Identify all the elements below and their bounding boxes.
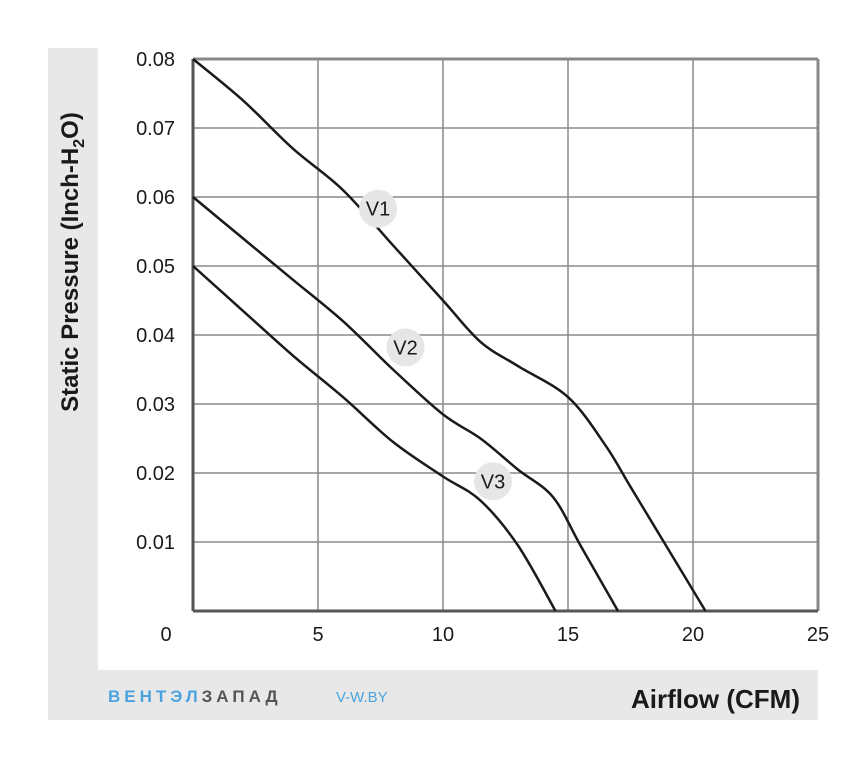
y-axis-title-end: O) (57, 112, 84, 139)
x-tick-label: 20 (682, 624, 704, 646)
x-axis-title: Airflow (CFM) (631, 684, 800, 714)
series-label-badge-v1 (359, 189, 397, 228)
series-label-badge-v2 (386, 328, 425, 367)
x-tick-label: 0 (160, 624, 171, 646)
y-axis-title: Static Pressure (Inch-H2O) (57, 112, 88, 412)
brand-site: V-W.BY (336, 689, 388, 706)
series-line-v1 (192, 58, 707, 612)
x-tick-labels: 0 5 10 15 20 25 (160, 624, 829, 646)
y-tick-label: 0.06 (136, 187, 175, 209)
brand-part-2: ЗАПАД (202, 687, 282, 706)
y-tick-label: 0.05 (136, 256, 175, 278)
series-label-v1: V1 (366, 199, 390, 221)
y-axis-title-sub: 2 (71, 139, 88, 148)
brand-part-1: ВЕНТЭЛ (108, 687, 202, 706)
y-tick-label: 0.02 (136, 463, 175, 485)
y-tick-labels: 0.01 0.02 0.03 0.04 0.05 0.06 0.07 0.08 (136, 49, 175, 554)
y-axis-title-main: Static Pressure (Inch-H (57, 148, 84, 412)
series-labels: V1 V2 V3 (359, 189, 512, 501)
x-tick-label: 5 (312, 624, 323, 646)
series-label-v2: V2 (393, 337, 417, 359)
x-tick-label: 10 (432, 624, 454, 646)
y-tick-label: 0.08 (136, 49, 175, 71)
series-label-v3: V3 (481, 471, 505, 493)
left-band (48, 48, 98, 720)
grid (191, 57, 820, 613)
y-tick-label: 0.04 (136, 325, 175, 347)
y-tick-label: 0.03 (136, 394, 175, 416)
series-line-v2 (192, 196, 620, 612)
y-tick-label: 0.01 (136, 532, 175, 554)
series-lines (192, 58, 707, 612)
y-tick-label: 0.07 (136, 118, 175, 140)
bottom-band (48, 670, 818, 720)
brand-logo: ВЕНТЭЛЗАПАД (108, 687, 282, 706)
x-tick-label: 25 (807, 624, 829, 646)
series-line-v3 (192, 265, 557, 612)
x-tick-label: 15 (557, 624, 579, 646)
series-label-badge-v3 (474, 462, 512, 501)
